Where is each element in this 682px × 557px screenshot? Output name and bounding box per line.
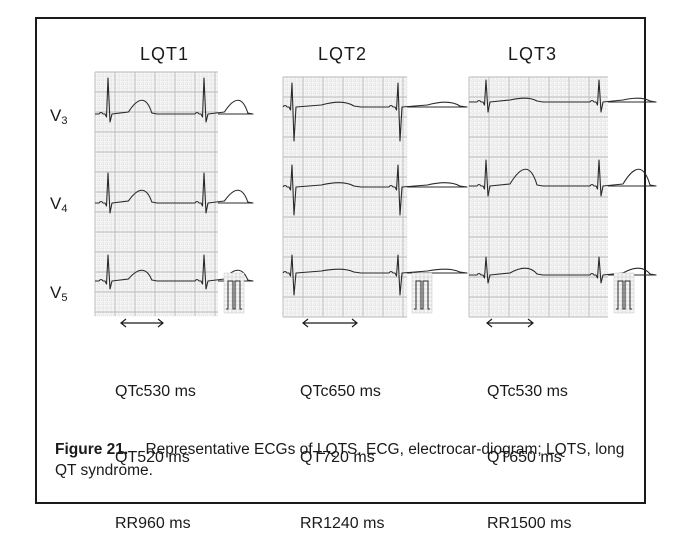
- measurement-qt: QT650 ms: [487, 449, 562, 466]
- lead-label-v5: V5: [50, 283, 68, 304]
- ecg-strip-lqt1: [94, 71, 254, 317]
- calibration-pulse-lqt1: [223, 272, 245, 314]
- measurement-qt: QT520 ms: [115, 449, 190, 466]
- lead-label-v4: V4: [50, 194, 68, 215]
- measurement-rr: RR1500 ms: [487, 515, 572, 532]
- calibration-pulse-lqt2: [411, 272, 433, 314]
- measurement-rr: RR960 ms: [115, 515, 191, 532]
- measurement-rr: RR1240 ms: [300, 515, 385, 532]
- scale-arrow-lqt1: [120, 318, 164, 328]
- panel-title-lqt1: LQT1: [140, 44, 190, 64]
- measurement-qtc: QTc530 ms: [487, 383, 568, 400]
- ecg-strip-lqt2: [282, 76, 468, 318]
- figure-caption: Figure 21. Representative ECGs of LQTS. …: [55, 439, 635, 481]
- panel-title-lqt2: LQT2: [318, 44, 368, 64]
- figure-frame: [35, 17, 646, 504]
- measurement-qt: QT720 ms: [300, 449, 375, 466]
- measurement-qtc: QTc530 ms: [115, 383, 196, 400]
- measurement-qtc: QTc650 ms: [300, 383, 381, 400]
- ecg-strip-lqt3: [468, 76, 657, 318]
- panel-title-lqt3: LQT3: [508, 44, 558, 64]
- calibration-pulse-lqt3: [613, 272, 635, 314]
- scale-arrow-lqt3: [486, 318, 534, 328]
- figure-label: Figure 21.: [55, 441, 129, 458]
- scale-arrow-lqt2: [302, 318, 358, 328]
- caption-text: Representative ECGs of LQTS. ECG, electr…: [55, 441, 625, 479]
- lead-label-v3: V3: [50, 106, 68, 127]
